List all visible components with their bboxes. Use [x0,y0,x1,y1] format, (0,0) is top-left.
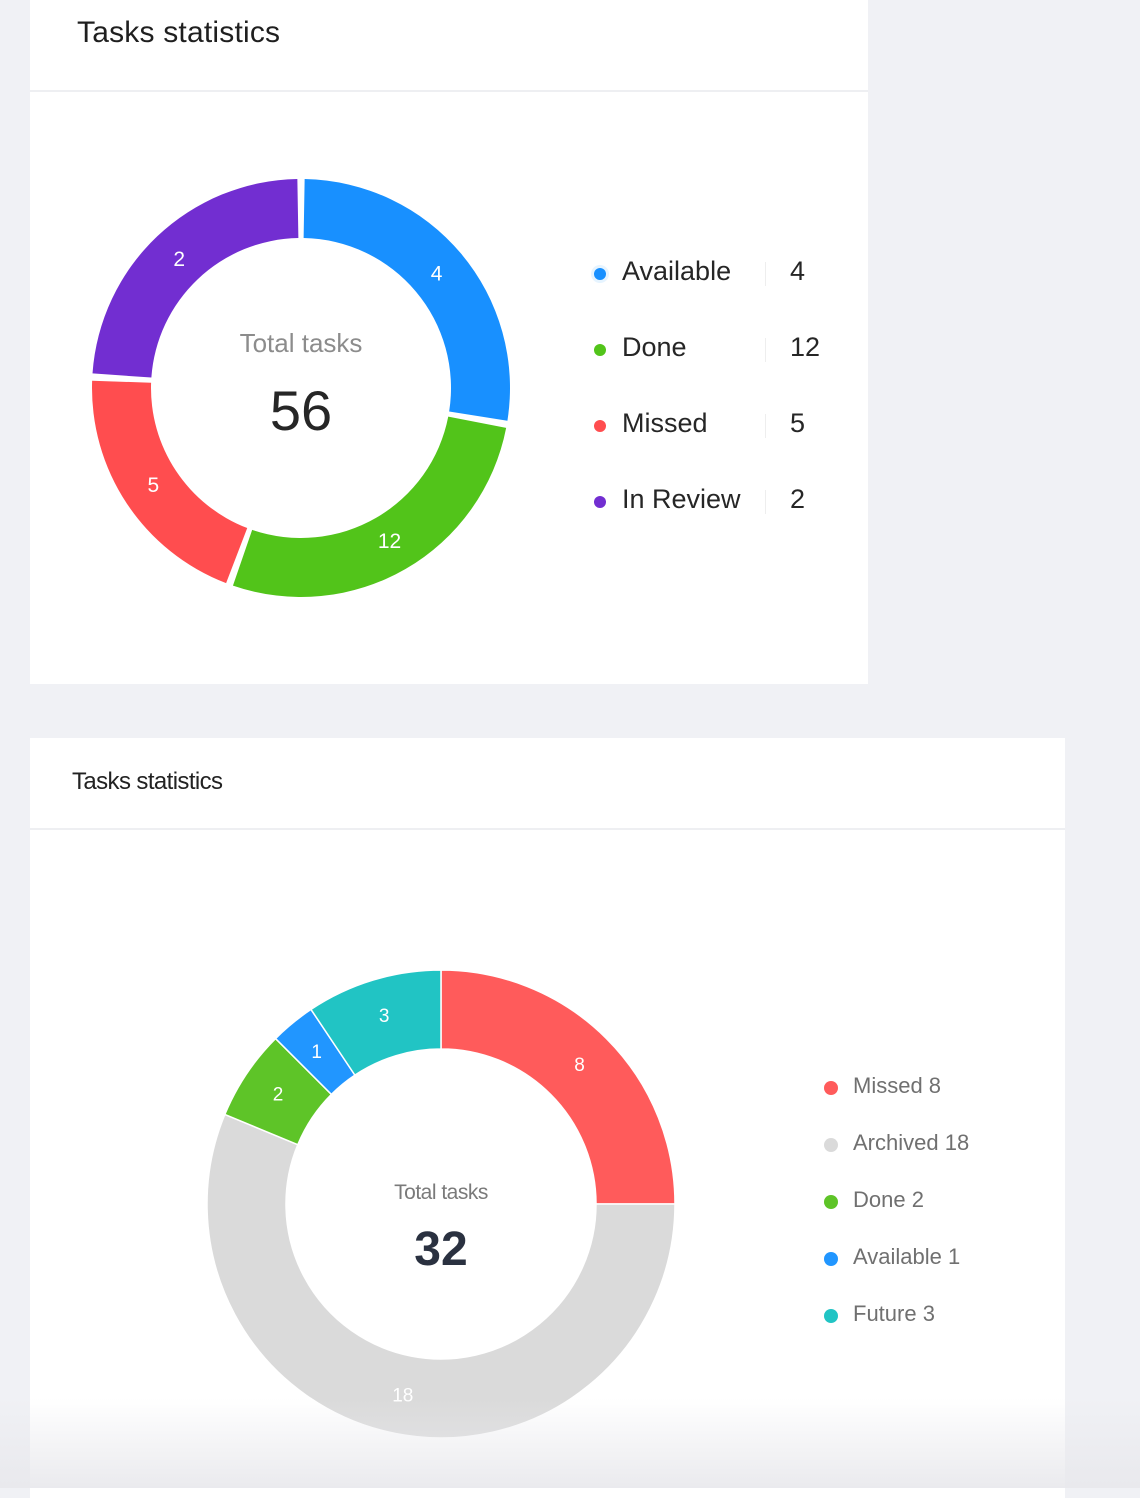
legend-item-in-review[interactable]: In Review 2 [590,484,850,518]
legend-dot-icon [594,268,606,280]
segment-value-label: 8 [574,1055,585,1076]
card-title: Tasks statistics [77,16,281,49]
legend-item-missed[interactable]: Missed 8 [822,1072,1022,1102]
donut-segment-missed[interactable] [92,380,248,584]
segment-value-label: 5 [148,474,160,497]
legend-item-archived[interactable]: Archived 18 [822,1129,1022,1159]
legend-item-available[interactable]: Available 1 [822,1243,1022,1273]
chart-legend: Missed 8 Archived 18 Done 2 Available 1 … [822,1072,1042,1332]
total-tasks-value: 32 [414,1223,468,1276]
segment-value-label: 1 [311,1042,322,1063]
donut-segment-done[interactable] [232,416,507,597]
legend-divider [765,414,766,438]
segment-value-label: 2 [173,248,185,271]
legend-label: Available [622,256,732,286]
center-label: Total tasks [239,328,363,358]
legend-item-done[interactable]: Done 12 [590,332,850,366]
donut-chart: 8 18 2 1 3 [206,969,676,1439]
card-title: Tasks statistics [72,768,223,795]
legend-divider [765,262,766,286]
legend-item-future[interactable]: Future 3 [822,1300,1022,1330]
donut-segment-available[interactable] [303,179,510,421]
legend-dot-icon [824,1138,838,1152]
segment-value-label: 2 [273,1085,284,1106]
legend-label: Future 3 [853,1301,935,1326]
legend-dot-icon [594,344,606,356]
legend-divider [765,338,766,362]
legend-label: Missed [622,408,708,438]
legend-item-done[interactable]: Done 2 [822,1186,1022,1216]
legend-item-missed[interactable]: Missed 5 [590,408,850,442]
chart-legend: Available 4 Done 12 Missed 5 In Review 2 [590,250,850,530]
legend-dot-icon [824,1252,838,1266]
card-header: Tasks statistics [30,738,1065,830]
segment-value-label: 3 [379,1006,390,1027]
segment-value-label: 12 [378,530,401,553]
legend-divider [765,490,766,514]
legend-label: Archived 18 [853,1130,970,1155]
segment-value-label: 4 [431,263,443,286]
donut-segment-in-review[interactable] [92,179,299,378]
legend-value: 12 [790,332,821,362]
center-label: Total tasks [394,1181,488,1204]
legend-dot-icon [594,420,606,432]
donut-segment-missed[interactable] [440,969,676,1205]
tasks-statistics-card: Tasks statistics 4 12 5 2 Total tasks 56 Av… [30,0,868,684]
donut-segment-future[interactable] [309,969,442,1077]
legend-label: Missed 8 [853,1073,942,1098]
legend-dot-icon [824,1195,838,1209]
segment-value-label: 18 [392,1386,413,1407]
total-tasks-value: 56 [269,379,333,442]
legend-label: Available 1 [853,1244,961,1269]
card-header: Tasks statistics [30,0,868,92]
legend-dot-icon [824,1081,838,1095]
legend-label: Done [622,332,687,362]
legend-dot-icon [824,1309,838,1323]
legend-value: 5 [790,408,806,438]
legend-value: 4 [790,256,806,286]
legend-label: In Review [622,484,741,514]
legend-value: 2 [790,484,806,514]
legend-dot-icon [594,496,606,508]
legend-item-available[interactable]: Available 4 [590,256,850,290]
legend-label: Done 2 [853,1187,924,1212]
donut-chart: 4 12 5 2 [92,179,510,597]
tasks-statistics-card-2: Tasks statistics 8 18 2 1 3 Total tasks 32 M… [30,738,1065,1498]
